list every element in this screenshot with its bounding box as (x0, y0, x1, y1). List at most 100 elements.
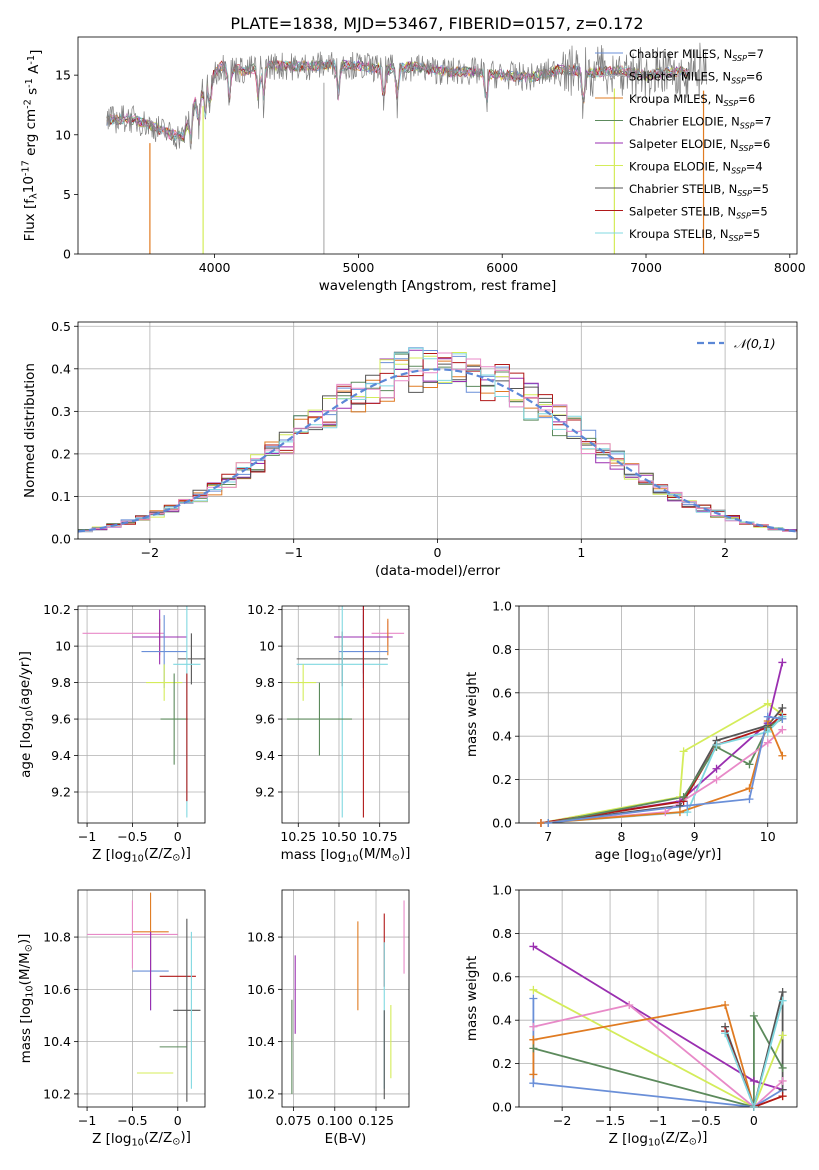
weight-marker (544, 819, 553, 827)
y-tick-label: 10.6 (247, 982, 275, 997)
weight-marker (679, 792, 688, 801)
legend-label: Kroupa STELIB, NSSP=5 (629, 227, 760, 243)
text-run: mass weight (464, 956, 480, 1041)
text-run: 10 (21, 176, 37, 193)
legend-sub: SSP (729, 234, 744, 243)
math-run: ⊙ (172, 852, 180, 863)
x-tick-label: 10.50 (321, 829, 357, 844)
math-run: λ (28, 193, 39, 199)
axes-frame (77, 321, 798, 540)
text-run: )] (180, 1129, 191, 1145)
axes-frame (518, 605, 798, 824)
math-run: 10 (650, 853, 662, 864)
weight-marker (745, 760, 754, 769)
legend-label: Chabrier MILES, NSSP=7 (629, 47, 764, 63)
y-tick-label: 0.4 (51, 361, 71, 376)
weight-series (540, 713, 783, 823)
legend-name: Kroupa ELODIE, N (629, 160, 731, 174)
x-tick-label: 6000 (486, 260, 518, 275)
weight-marker (778, 725, 787, 734)
weight-marker (749, 1103, 758, 1111)
gaussian-curve (78, 368, 797, 533)
y-tick-label: 1.0 (492, 599, 512, 614)
weight-series (533, 1082, 784, 1107)
y-tick-label: 0.6 (492, 685, 512, 700)
weight-marker (529, 1044, 538, 1053)
data-layer (78, 347, 797, 534)
weight-marker (749, 1011, 758, 1020)
x-tick-label: −0.5 (117, 1113, 147, 1128)
text-run: (Z/Z (144, 846, 172, 862)
axes-frame (281, 605, 410, 824)
weight-marker (778, 1076, 787, 1085)
text-run: mass weight (464, 672, 480, 757)
text-run: A (26, 64, 42, 78)
weight-marker (745, 795, 754, 804)
x-tick-label: −0.5 (691, 1113, 721, 1128)
legend-sub: SSP (739, 144, 754, 153)
legend-name: Salpeter ELODIE, N (629, 137, 739, 151)
x-axis-label: E(B-V) (325, 1131, 367, 1147)
data-layer (286, 606, 405, 818)
weight-series (724, 1000, 784, 1107)
math-run: -17 (21, 160, 32, 176)
weight-marker (778, 996, 787, 1005)
legend-count: =7 (747, 47, 764, 61)
residual-histogram (78, 352, 797, 534)
x-tick-label: 7000 (630, 260, 662, 275)
y-tick-label: 0.2 (492, 1056, 512, 1071)
legend-name: Salpeter STELIB, N (629, 205, 736, 219)
weight-marker (712, 775, 721, 784)
x-tick-label: 9 (691, 829, 699, 844)
text-run: mass [log (281, 847, 347, 863)
text-run: age [log (18, 723, 34, 778)
y-tick-label: 10.2 (247, 1086, 275, 1101)
math-run: -1 (26, 55, 37, 65)
y-tick-label: 0.6 (492, 969, 512, 984)
x-tick-label: 10.25 (280, 829, 316, 844)
math-run: ⊙ (392, 852, 400, 863)
x-axis-label: mass [log10​(M/M⊙​)] (281, 845, 411, 864)
x-tick-label: 0 (434, 545, 442, 560)
y-axis-label: mass [log10​(M/M⊙​)] (16, 934, 35, 1064)
axes-frame (77, 889, 206, 1108)
weight-marker (683, 801, 692, 810)
y-axis-label: mass weight (464, 956, 480, 1041)
y-tick-label: 10.2 (247, 602, 275, 617)
panel-spectrum: 4000 5000 6000 7000 8000 0 5 10 15 wavelength [An… (21, 36, 806, 294)
weight-series (532, 989, 784, 1107)
math-run: 10 (648, 1137, 660, 1148)
panel-mass_vs_Z: −1 −0.5 0 10.2 10.4 10.6 10.8 Z [log10​(Z/Z⊙​)]… (16, 889, 206, 1148)
weight-series (533, 1004, 784, 1107)
y-tick-label: 9.8 (255, 675, 275, 690)
y-tick-label: 10.2 (43, 602, 71, 617)
y-tick-label: 0.1 (51, 489, 71, 504)
weight-marker (712, 740, 721, 749)
x-tick-label: 4000 (199, 260, 231, 275)
x-tick-label: 10 (760, 829, 776, 844)
y-tick-label: 0.0 (492, 816, 512, 831)
panel-residuals: −2 −1 0 1 2 0.0 0.1 0.2 0.3 0.4 0.5 (data-model)/er… (22, 319, 798, 579)
weight-marker (763, 738, 772, 747)
legend-sub: SSP (740, 122, 755, 131)
weight-marker (529, 1070, 538, 1079)
y-tick-label: 0.4 (492, 1013, 512, 1028)
legend-name: Chabrier STELIB, N (629, 182, 737, 196)
math-run: 10 (132, 1137, 144, 1148)
text-run: Flux [f (22, 198, 38, 242)
y-tick-label: 10 (259, 639, 275, 654)
text-run: (Z/Z (144, 1130, 172, 1146)
x-tick-label: 7 (544, 829, 552, 844)
observed-spectrum (106, 42, 707, 150)
legend-count: =5 (752, 182, 769, 196)
y-tick-label: 9.6 (51, 712, 71, 727)
legend-sub: SSP (731, 167, 746, 176)
y-tick-label: 0.0 (51, 532, 71, 547)
weight-marker (778, 987, 787, 996)
x-tick-label: −2 (553, 1113, 571, 1128)
x-tick-label: 0 (174, 1113, 182, 1128)
legend-label: Kroupa MILES, NSSP=6 (629, 92, 755, 108)
legend-name: Salpeter MILES, N (629, 70, 731, 84)
axes-frame (518, 889, 798, 1108)
